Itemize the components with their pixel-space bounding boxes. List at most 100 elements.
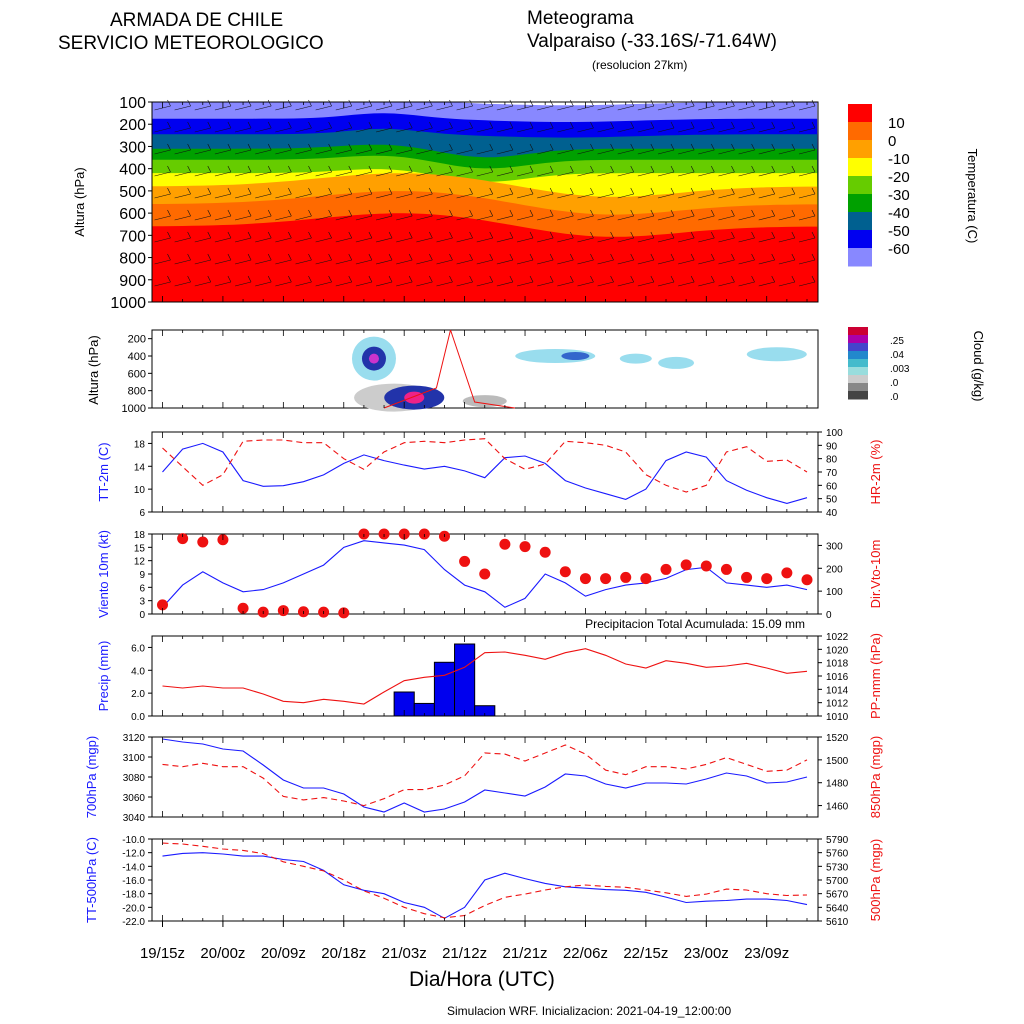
wind-barb [590, 253, 594, 261]
x-tick-label: 20/09z [261, 945, 306, 962]
wind-barb [496, 171, 513, 177]
wind-barb [469, 231, 473, 239]
wind-barb [436, 105, 453, 111]
wind-barb [295, 171, 312, 177]
cloud-y-label: Altura (hPa) [86, 335, 101, 404]
wind-barb [214, 149, 231, 155]
wind-barb [255, 149, 272, 155]
wind-direction-point [177, 533, 189, 545]
wind-barb [557, 215, 574, 221]
wind-direction-point [640, 573, 652, 585]
wind-barb [267, 99, 272, 107]
wind-barb [355, 281, 372, 287]
wind-barb [557, 149, 574, 155]
wind-barb [375, 281, 393, 287]
wind-barb [416, 105, 433, 111]
wind-barb [590, 143, 594, 151]
wind-barb [698, 193, 715, 199]
wind-barb [174, 105, 191, 111]
cloud-colorbar-title: Cloud (g/kg) [971, 331, 986, 402]
wind-barb [557, 281, 574, 287]
wind-barb [496, 105, 513, 111]
x-tick-label: 21/03z [382, 945, 427, 962]
tt500_geopot500-right-tick-label: 5760 [826, 849, 849, 860]
precip-bar [454, 643, 476, 717]
wind-direction-point [499, 538, 511, 550]
geopot_700_850-left-tick-label: 3100 [123, 753, 146, 764]
wind-barb [791, 165, 796, 173]
wind-barb [368, 275, 373, 283]
wind-barb [267, 143, 272, 151]
wind-barb [449, 143, 453, 151]
wind-barb [187, 209, 191, 217]
wind-barb [449, 275, 453, 283]
wind-barb [489, 187, 494, 195]
precip-left-tick-label: 0.0 [131, 712, 145, 723]
wind-barb [778, 281, 795, 287]
wind-barb [308, 99, 312, 107]
wind-barb [315, 105, 332, 111]
wind-barb [416, 259, 433, 265]
wind-barb [610, 99, 614, 107]
wind-barb [355, 193, 372, 199]
wind-barb [657, 259, 675, 265]
wind-barb [214, 171, 231, 177]
wind-barb [247, 143, 252, 151]
wind-barb [617, 171, 634, 177]
wind-barb [416, 237, 433, 243]
wind-barb [267, 209, 272, 217]
wind-barb [718, 149, 735, 155]
wind-barb [738, 193, 755, 199]
precip-right-tick-label: 1018 [826, 659, 849, 670]
cloud-frame [151, 329, 819, 409]
wind-barb [516, 193, 534, 199]
wind-barb [207, 99, 212, 107]
wind-barb [469, 209, 473, 217]
wind-barb [308, 275, 312, 283]
wind-barb [798, 237, 816, 243]
wind-barb [388, 231, 393, 239]
wind-barb [207, 231, 212, 239]
wind-barb [711, 231, 715, 239]
wind-barb [811, 209, 816, 217]
wind-barb [234, 149, 252, 155]
wind-barb [167, 99, 171, 107]
temperature-y-tick-label: 100 [119, 95, 146, 112]
wind-barb [174, 215, 191, 221]
wind-barb [408, 253, 413, 261]
wind-barb [791, 209, 796, 217]
geopot_700_850-left-tick-label: 3060 [123, 793, 146, 804]
wind-barb [711, 275, 715, 283]
wind-barb [449, 121, 453, 129]
geopot-500-line [162, 842, 808, 919]
wind-barb [549, 253, 554, 261]
wind-barb [670, 165, 675, 173]
geopot_700_850-right-tick-label: 1520 [826, 733, 849, 744]
wind-barb [429, 275, 433, 283]
wind-barb [678, 259, 695, 265]
wind-barb [416, 149, 433, 155]
wind-barb [590, 99, 594, 107]
wind-barb [549, 165, 554, 173]
simulation-note: Simulacion WRF. Inicializacion: 2021-04-… [447, 1004, 732, 1018]
wind-barb [778, 171, 795, 177]
temperature-colorbar-label: 0 [888, 133, 896, 150]
tt500_geopot500-right-tick-label: 5610 [826, 917, 849, 928]
wind-barb [194, 259, 211, 265]
wind-barb [811, 121, 816, 129]
wind-barb [355, 259, 372, 265]
wind-barb [758, 127, 775, 133]
wind-direction-point [579, 573, 591, 585]
wind-barb [650, 253, 655, 261]
temperature-y-tick-label: 300 [119, 139, 146, 156]
wind-barb [791, 253, 796, 261]
wind-barb [267, 253, 272, 261]
wind-barb [308, 165, 312, 173]
temperature-colorbar-cell [848, 248, 872, 267]
wind-barb [698, 237, 715, 243]
hr2m-line [162, 438, 808, 493]
wind-barb [234, 193, 252, 199]
wind-barb [227, 121, 232, 129]
wind-barb [778, 193, 795, 199]
wind-barb [348, 143, 353, 151]
